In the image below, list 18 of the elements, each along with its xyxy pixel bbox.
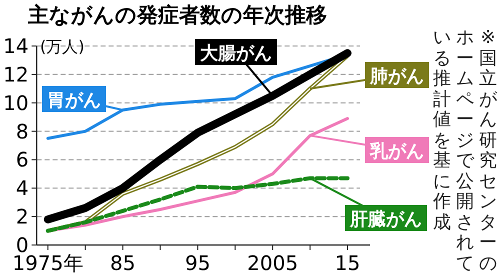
y-tick-label: 2: [16, 204, 29, 229]
chart-title: 主ながんの発症者数の年次推移: [27, 3, 327, 27]
y-tick-label: 12: [3, 62, 29, 86]
y-tick-label: 4: [16, 176, 29, 200]
x-tick-label: 85: [110, 251, 136, 275]
y-tick-label: 6: [16, 148, 29, 172]
series-label: 乳がん: [369, 141, 424, 162]
series-label: 肝臓がん: [349, 209, 422, 230]
series-label: 大腸がん: [199, 43, 272, 64]
y-tick-label: 8: [16, 119, 29, 144]
x-tick-label: 95: [184, 251, 210, 275]
x-tick-label: 2005: [247, 251, 298, 275]
y-tick-label: 14: [3, 34, 29, 58]
text: ※国立がん研究センターのホームページで公開されている推計値を基に作成: [433, 27, 497, 274]
x-tick-label: 1975年: [12, 251, 84, 275]
y-tick-label: 10: [3, 90, 29, 115]
x-tick-label: 15: [334, 251, 360, 275]
series-label: 肺がん: [369, 66, 424, 87]
